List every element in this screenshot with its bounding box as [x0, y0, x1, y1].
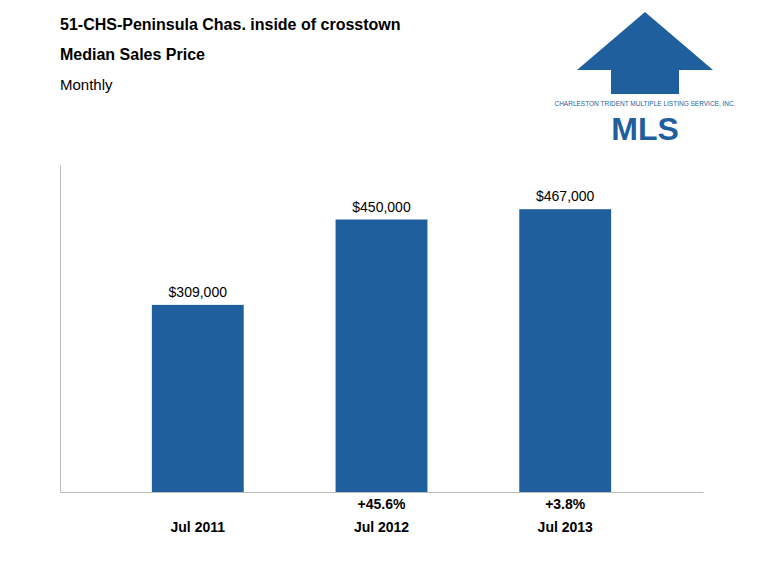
- logo-caption: CHARLESTON TRIDENT MULTIPLE LISTING SERV…: [554, 100, 735, 107]
- x-tick: Jul 2013: [538, 492, 593, 535]
- logo-roof: [577, 12, 713, 70]
- annotations: +45.6% +3.8%: [358, 496, 586, 512]
- x-tick-label: Jul 2013: [538, 519, 593, 535]
- change-label: +3.8%: [545, 496, 586, 512]
- data-label: $450,000: [352, 199, 411, 215]
- logo: CHARLESTON TRIDENT MULTIPLE LISTING SERV…: [554, 12, 735, 147]
- logo-title: MLS: [611, 111, 679, 147]
- plot: Jul 2011 Jul 2012 Jul 2013 $309,000 $450,000…: [61, 166, 704, 535]
- data-label: $467,000: [536, 188, 595, 204]
- y-axis: [60, 166, 61, 493]
- x-axis-line: [61, 492, 704, 493]
- data-label: $309,000: [169, 284, 228, 300]
- chart-svg: 51-CHS-Peninsula Chas. inside of crossto…: [0, 0, 763, 562]
- data-labels: $309,000 $450,000 $467,000: [169, 188, 595, 300]
- title: Median Sales Price: [60, 46, 205, 63]
- bar: [519, 209, 611, 492]
- x-tick: Jul 2011: [171, 492, 226, 535]
- x-axis: Jul 2011 Jul 2012 Jul 2013: [61, 492, 704, 535]
- x-tick-label: Jul 2011: [171, 519, 226, 535]
- subtitle: Monthly: [60, 76, 113, 93]
- change-label: +45.6%: [358, 496, 406, 512]
- bar: [152, 305, 244, 492]
- bar: [336, 220, 428, 493]
- bars: [152, 209, 611, 492]
- title: 51-CHS-Peninsula Chas. inside of crossto…: [60, 16, 401, 33]
- logo-body: [611, 66, 679, 94]
- x-tick-label: Jul 2012: [354, 519, 409, 535]
- y-axis-line: [60, 166, 61, 493]
- x-tick: Jul 2012: [354, 492, 409, 535]
